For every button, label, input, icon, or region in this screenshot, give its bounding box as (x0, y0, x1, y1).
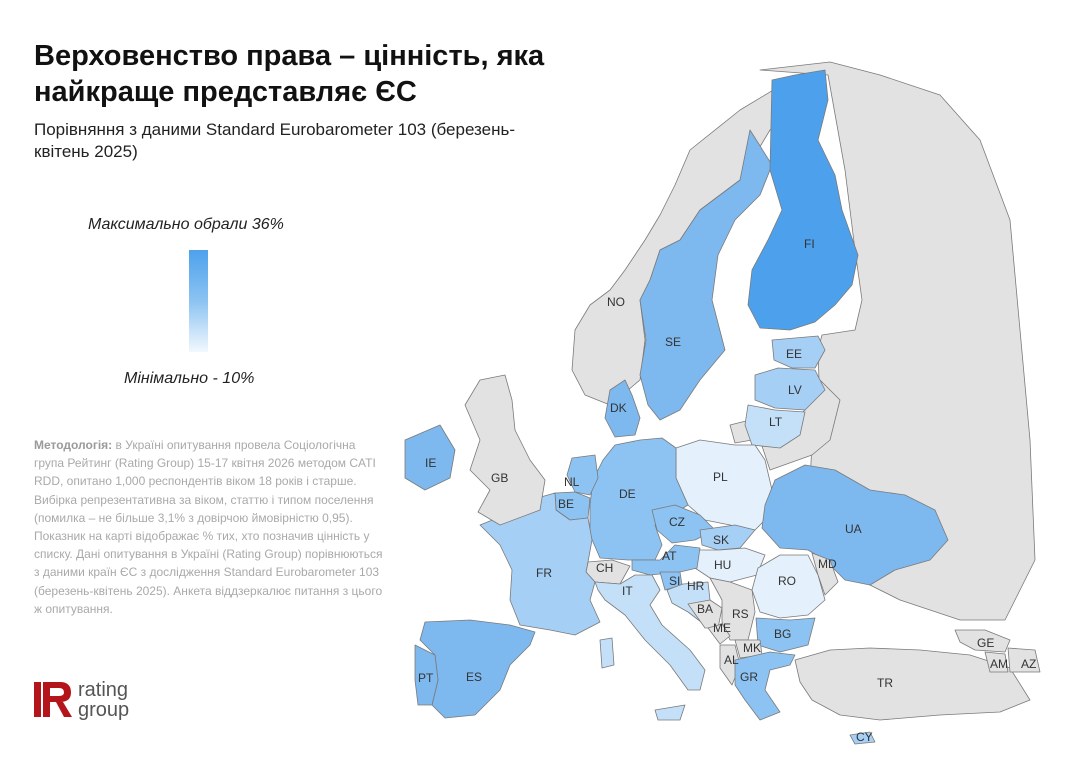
country-UA[interactable] (761, 464, 949, 586)
methodology-text: в Україні опитування провела Соціологічн… (34, 438, 383, 616)
country-GB[interactable] (464, 374, 546, 526)
country-label: NO (607, 295, 625, 309)
rating-logo-mark (34, 682, 72, 717)
country-BA[interactable] (687, 599, 723, 629)
methodology-note: Методологія: в Україні опитування провел… (34, 436, 384, 618)
country-AM[interactable] (984, 651, 1009, 673)
country-label: GE (977, 636, 994, 650)
country-MD[interactable] (811, 552, 839, 596)
rating-group-logo: rating group (34, 680, 164, 722)
country-label: BE (558, 497, 574, 511)
country-label: NL (564, 475, 580, 489)
country-label: SI (669, 574, 680, 588)
country-label: ME (713, 621, 731, 635)
country-label: HR (687, 579, 705, 593)
country-NL[interactable] (566, 454, 599, 496)
country-label: AZ (1021, 657, 1036, 671)
country-label: FI (804, 237, 815, 251)
country-label: DK (610, 401, 627, 415)
logo-text: rating group (78, 680, 129, 720)
legend-color-scale (189, 250, 208, 352)
country-TR[interactable] (794, 647, 1031, 721)
country-label: CY (856, 730, 873, 744)
country-GE[interactable] (954, 629, 1011, 653)
country-PT[interactable] (414, 644, 439, 706)
country-label: MD (818, 557, 837, 571)
country-IE[interactable] (404, 424, 456, 491)
legend-max-label: Максимально обрали 36% (88, 216, 284, 233)
country-label: TR (877, 676, 893, 690)
country-RO[interactable] (751, 554, 826, 619)
country-label: GR (740, 670, 758, 684)
country-label: LV (788, 383, 802, 397)
country-label: PL (713, 470, 728, 484)
logo-text-line1: rating (78, 679, 129, 701)
country-label: UA (845, 522, 862, 536)
country-IT-sicily[interactable] (654, 704, 686, 721)
country-LT[interactable] (744, 404, 806, 449)
europe-map: NO SE FI EE LV LT DK IE GB NL BE DE PL C… (404, 61, 1041, 745)
country-label: IE (425, 456, 436, 470)
country-label: CH (596, 561, 613, 575)
country-CY[interactable] (849, 731, 876, 745)
country-DK[interactable] (604, 379, 641, 438)
country-label: ES (466, 670, 482, 684)
country-FR[interactable] (479, 492, 601, 636)
country-label: AT (662, 549, 677, 563)
country-label: GB (491, 471, 508, 485)
country-label: BG (774, 627, 791, 641)
country-label: SK (713, 533, 729, 547)
country-label: MK (743, 641, 761, 655)
chart-subtitle: Порівняння з даними Standard Eurobaromet… (34, 120, 515, 161)
country-label: SE (665, 335, 681, 349)
country-AZ[interactable] (1007, 647, 1041, 673)
country-label: RO (778, 574, 796, 588)
legend-min-label: Мінімально - 10% (124, 370, 255, 387)
country-label: AL (724, 653, 739, 667)
country-label: BA (697, 602, 713, 616)
country-label: DE (619, 487, 636, 501)
country-IT[interactable] (594, 574, 706, 691)
country-LV[interactable] (754, 367, 826, 411)
country-ME[interactable] (707, 623, 731, 645)
country-label: RS (732, 607, 749, 621)
country-AT[interactable] (631, 544, 701, 576)
country-label: CZ (669, 515, 685, 529)
methodology-label: Методологія: (34, 438, 113, 452)
country-label: LT (769, 415, 783, 429)
country-SE[interactable] (639, 129, 773, 421)
chart-title: Верховенство права – цінність, яка найкр… (34, 40, 545, 108)
country-label: AM (990, 657, 1008, 671)
country-label: FR (536, 566, 552, 580)
country-label: IT (622, 584, 633, 598)
country-FI[interactable] (747, 69, 859, 331)
country-EE[interactable] (771, 335, 826, 369)
country-ES[interactable] (419, 619, 536, 719)
country-label: PT (418, 671, 434, 685)
country-label: HU (714, 558, 731, 572)
country-GR[interactable] (734, 651, 796, 721)
country-label: EE (786, 347, 802, 361)
country-DE[interactable] (589, 437, 689, 561)
country-IT-sardinia[interactable] (599, 637, 615, 669)
logo-text-line2: group (78, 699, 130, 721)
